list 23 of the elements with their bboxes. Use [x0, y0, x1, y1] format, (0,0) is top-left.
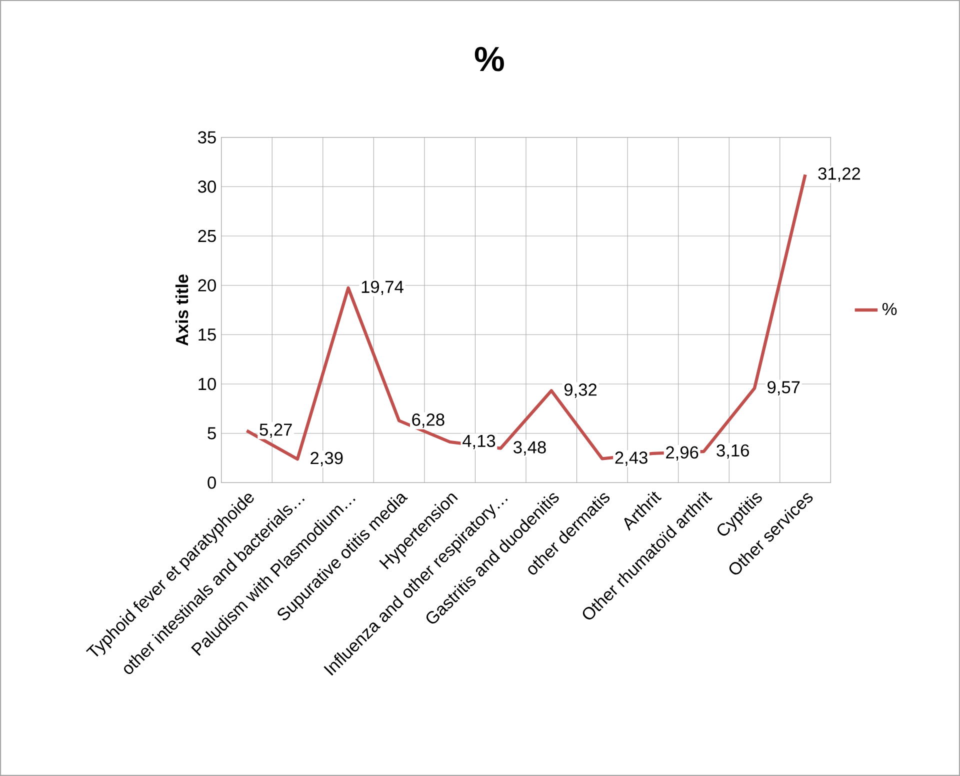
data-label: 5,27 [260, 424, 292, 438]
y-axis-title: Axis title [175, 274, 188, 346]
data-label: 9,57 [768, 381, 800, 396]
y-tick-label: 25 [198, 230, 216, 242]
data-label: 4,13 [462, 434, 496, 450]
data-label: 19,74 [362, 280, 404, 296]
y-tick-label: 5 [208, 427, 216, 440]
data-label: 6,28 [412, 414, 444, 428]
data-label: 2,43 [615, 452, 648, 466]
data-label: 3,16 [716, 444, 749, 459]
y-tick-label: 0 [208, 476, 216, 489]
y-tick-label: 15 [198, 328, 216, 341]
data-label: 2,39 [310, 452, 343, 466]
data-label: 2,96 [666, 446, 698, 461]
data-label: 9,32 [564, 384, 597, 398]
chart-title: % [474, 46, 504, 72]
data-label: 3,48 [514, 441, 546, 456]
y-tick-label: 30 [198, 180, 216, 193]
legend-label: % [882, 302, 897, 316]
data-label: 31,22 [818, 167, 860, 182]
y-tick-label: 20 [198, 279, 216, 292]
y-tick-label: 35 [198, 131, 216, 144]
y-tick-label: 10 [198, 378, 216, 390]
